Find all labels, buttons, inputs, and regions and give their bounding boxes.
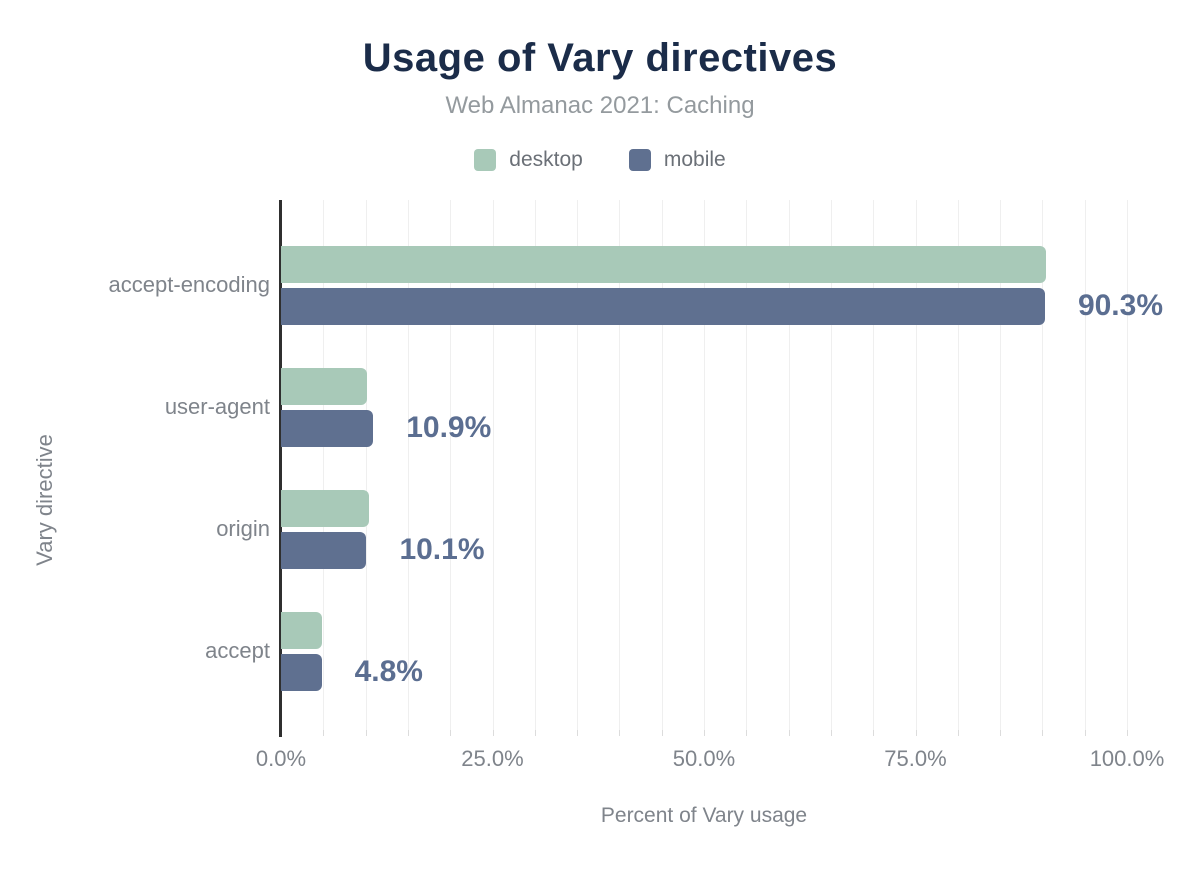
- x-tick-label: 50.0%: [672, 746, 736, 771]
- gridline: [661, 200, 663, 730]
- gridline: [704, 200, 705, 730]
- gridline: [1084, 200, 1086, 730]
- axis-tick: [746, 730, 748, 736]
- gridline: [492, 200, 494, 730]
- legend-item-desktop: desktop: [474, 148, 583, 172]
- gridline: [577, 200, 579, 730]
- axis-tick: [830, 730, 832, 736]
- bar-desktop-accept-encoding: [281, 245, 1046, 283]
- category-label-accept: accept: [205, 638, 270, 663]
- x-tick-label: 25.0%: [461, 746, 524, 771]
- bar-mobile-accept-encoding: [281, 287, 1045, 325]
- y-axis-title-text: Vary directive: [32, 434, 57, 566]
- axis-tick: [1000, 730, 1002, 736]
- gridline: [450, 200, 452, 730]
- plot-area: Percent of Vary usage 0.0% 25.0% 50.0% 75.0…: [109, 200, 1164, 827]
- gridline: [1000, 200, 1002, 730]
- legend-swatch-mobile: [628, 149, 651, 171]
- axis-tick: [873, 730, 875, 736]
- legend: desktop mobile: [0, 148, 1200, 172]
- bar-desktop-origin: [281, 489, 369, 527]
- x-tick-label: 100.0%: [1089, 746, 1165, 771]
- gridline: [1042, 200, 1044, 730]
- y-axis-line: [279, 200, 282, 737]
- axis-tick: [323, 730, 325, 736]
- bar-desktop-accept: [281, 611, 323, 649]
- gridline: [957, 200, 959, 730]
- x-tick-label: 0.0%: [255, 746, 307, 771]
- legend-label: desktop: [509, 148, 583, 171]
- axis-tick: [1042, 730, 1044, 736]
- axis-tick: [577, 730, 579, 736]
- chart-subtitle: Web Almanac 2021: Caching: [445, 92, 755, 119]
- axis-tick: [915, 730, 917, 736]
- category-label-accept-encoding: accept-encoding: [108, 272, 270, 297]
- axis-tick: [492, 730, 494, 736]
- gridline: [830, 200, 832, 730]
- bar-desktop-user-agent: [281, 367, 368, 405]
- gridline: [746, 200, 748, 730]
- axis-tick: [1127, 730, 1128, 736]
- axis-tick: [534, 730, 536, 736]
- x-axis-title: Percent of Vary usage: [600, 804, 808, 827]
- value-label-user-agent: 10.9%: [406, 411, 492, 444]
- axis-tick: [365, 730, 367, 736]
- legend-label: mobile: [663, 148, 726, 171]
- value-label-accept: 4.8%: [354, 655, 423, 688]
- bar-mobile-origin: [281, 531, 367, 569]
- x-tick-label: 75.0%: [884, 746, 947, 771]
- value-label-origin: 10.1%: [399, 533, 485, 566]
- bar-mobile-user-agent: [281, 409, 374, 447]
- gridline: [534, 200, 536, 730]
- gridline: [1127, 200, 1128, 730]
- gridline: [323, 200, 325, 730]
- category-label-origin: origin: [216, 516, 270, 541]
- axis-tick: [619, 730, 621, 736]
- axis-tick: [661, 730, 663, 736]
- value-label-accept-encoding: 90.3%: [1077, 289, 1164, 322]
- axis-tick: [1084, 730, 1086, 736]
- axis-tick: [450, 730, 452, 736]
- gridline: [873, 200, 875, 730]
- legend-swatch-desktop: [474, 149, 497, 171]
- chart-title: Usage of Vary directives: [362, 36, 838, 80]
- gridline: [915, 200, 917, 730]
- gridline: [619, 200, 621, 730]
- bar-mobile-accept: [281, 653, 322, 691]
- axis-tick: [788, 730, 790, 736]
- legend-item-mobile: mobile: [628, 148, 726, 172]
- axis-tick: [407, 730, 409, 736]
- gridline: [365, 200, 367, 730]
- gridline: [788, 200, 790, 730]
- axis-tick: [957, 730, 959, 736]
- axis-tick: [704, 730, 705, 736]
- gridline: [407, 200, 409, 730]
- category-label-user-agent: user-agent: [164, 394, 270, 419]
